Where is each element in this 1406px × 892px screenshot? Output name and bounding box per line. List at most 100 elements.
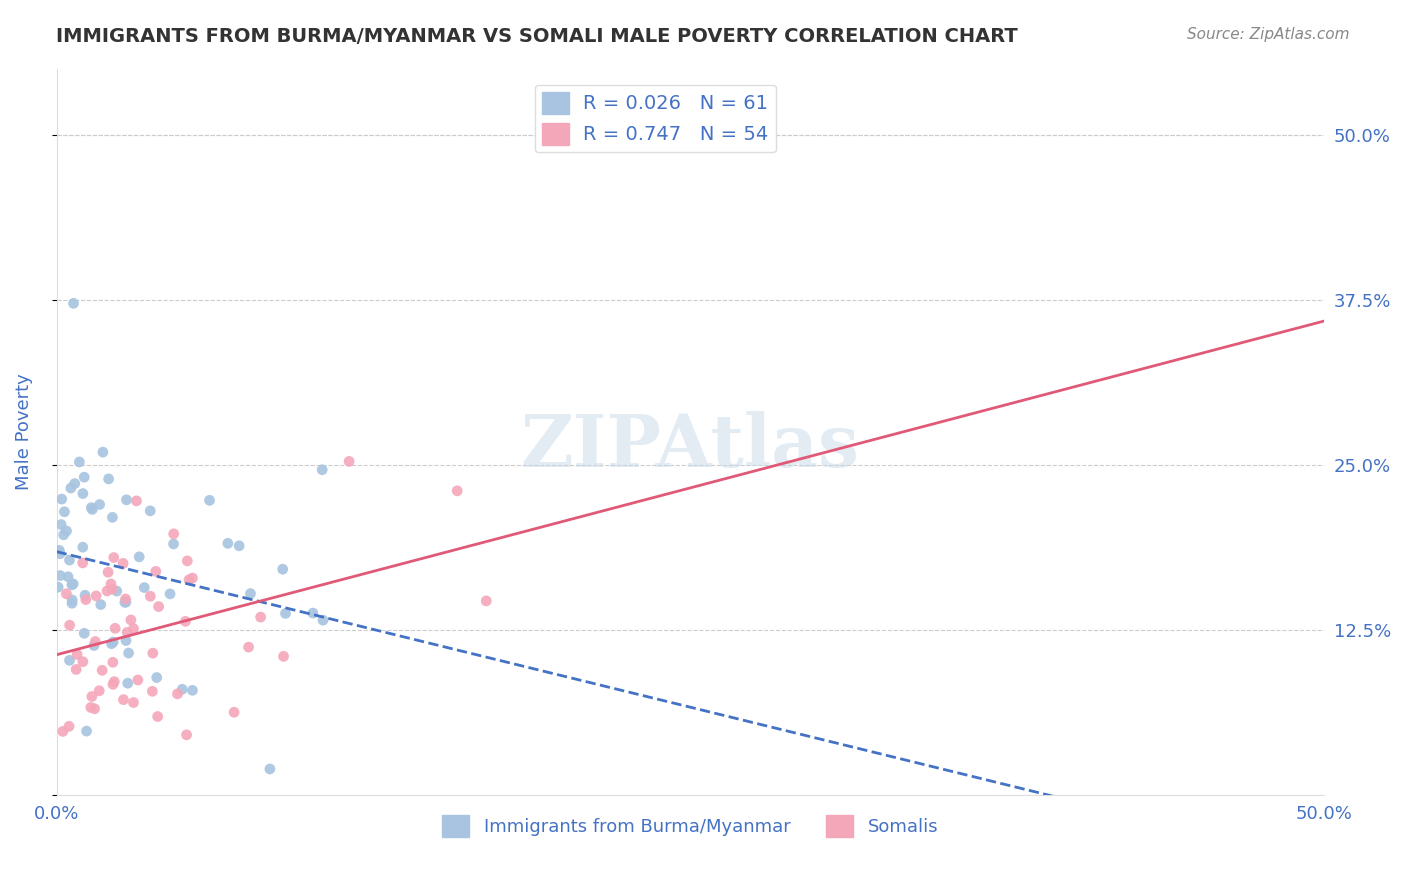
- Point: [446, 483, 468, 498]
- Point: [89, 683, 111, 698]
- Point: [100, 637, 122, 651]
- Point: [105, 584, 128, 599]
- Point: [172, 682, 194, 697]
- Point: [174, 615, 197, 629]
- Point: [302, 606, 325, 620]
- Point: [142, 646, 165, 660]
- Point: [84, 634, 107, 648]
- Point: [117, 646, 139, 660]
- Point: [72, 486, 94, 500]
- Point: [75, 592, 97, 607]
- Point: [104, 621, 127, 635]
- Point: [228, 539, 250, 553]
- Point: [222, 706, 245, 720]
- Point: [55, 587, 77, 601]
- Point: [53, 505, 76, 519]
- Point: [128, 549, 150, 564]
- Point: [49, 547, 72, 561]
- Point: [58, 653, 80, 667]
- Point: [101, 655, 124, 669]
- Point: [97, 472, 120, 486]
- Point: [49, 568, 72, 582]
- Point: [62, 577, 84, 591]
- Point: [83, 702, 105, 716]
- Point: [58, 553, 80, 567]
- Point: [176, 728, 198, 742]
- Text: IMMIGRANTS FROM BURMA/MYANMAR VS SOMALI MALE POVERTY CORRELATION CHART: IMMIGRANTS FROM BURMA/MYANMAR VS SOMALI …: [56, 27, 1018, 45]
- Point: [249, 610, 271, 624]
- Point: [475, 594, 498, 608]
- Point: [48, 543, 70, 558]
- Point: [59, 481, 82, 495]
- Point: [60, 593, 83, 607]
- Point: [238, 640, 260, 654]
- Point: [72, 556, 94, 570]
- Point: [59, 618, 82, 632]
- Point: [66, 648, 89, 662]
- Point: [120, 613, 142, 627]
- Point: [259, 762, 281, 776]
- Point: [101, 582, 124, 597]
- Point: [112, 692, 135, 706]
- Point: [97, 565, 120, 579]
- Point: [159, 587, 181, 601]
- Point: [60, 596, 83, 610]
- Point: [96, 583, 118, 598]
- Point: [114, 591, 136, 606]
- Point: [273, 649, 295, 664]
- Point: [274, 607, 297, 621]
- Point: [56, 570, 79, 584]
- Point: [67, 455, 90, 469]
- Legend: Immigrants from Burma/Myanmar, Somalis: Immigrants from Burma/Myanmar, Somalis: [434, 808, 946, 845]
- Point: [65, 662, 87, 676]
- Point: [52, 528, 75, 542]
- Point: [127, 673, 149, 687]
- Point: [177, 573, 200, 587]
- Point: [122, 696, 145, 710]
- Point: [82, 502, 104, 516]
- Point: [146, 709, 169, 723]
- Point: [311, 463, 333, 477]
- Point: [46, 580, 69, 594]
- Point: [145, 671, 167, 685]
- Point: [115, 492, 138, 507]
- Point: [83, 639, 105, 653]
- Point: [125, 494, 148, 508]
- Point: [312, 613, 335, 627]
- Point: [134, 581, 156, 595]
- Point: [145, 565, 167, 579]
- Point: [72, 540, 94, 554]
- Point: [89, 498, 111, 512]
- Point: [101, 635, 124, 649]
- Point: [117, 625, 139, 640]
- Point: [73, 588, 96, 602]
- Point: [176, 554, 198, 568]
- Point: [72, 655, 94, 669]
- Point: [162, 537, 184, 551]
- Point: [103, 550, 125, 565]
- Point: [112, 557, 135, 571]
- Point: [100, 577, 122, 591]
- Point: [337, 454, 360, 468]
- Point: [76, 724, 98, 739]
- Point: [84, 589, 107, 603]
- Point: [52, 724, 75, 739]
- Point: [139, 589, 162, 603]
- Point: [62, 296, 84, 310]
- Point: [114, 595, 136, 609]
- Point: [115, 595, 138, 609]
- Point: [90, 598, 112, 612]
- Point: [101, 510, 124, 524]
- Point: [80, 700, 103, 714]
- Point: [217, 536, 239, 550]
- Point: [51, 492, 73, 507]
- Point: [60, 578, 83, 592]
- Point: [198, 493, 221, 508]
- Point: [55, 524, 77, 538]
- Point: [91, 445, 114, 459]
- Point: [63, 476, 86, 491]
- Point: [148, 599, 170, 614]
- Point: [80, 500, 103, 515]
- Point: [181, 571, 204, 585]
- Point: [117, 676, 139, 690]
